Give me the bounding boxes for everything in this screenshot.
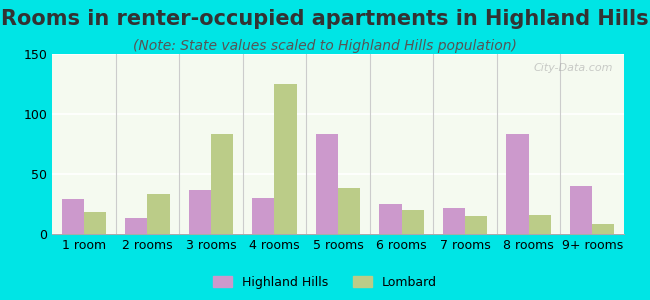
Bar: [252, 198, 274, 234]
Text: City-Data.com: City-Data.com: [533, 63, 612, 73]
Legend: Highland Hills, Lombard: Highland Hills, Lombard: [208, 271, 442, 294]
Bar: [62, 199, 84, 234]
Bar: [380, 204, 402, 234]
Bar: [402, 210, 424, 234]
Bar: [570, 186, 592, 234]
Bar: [338, 188, 360, 234]
Bar: [188, 190, 211, 234]
Bar: [125, 218, 148, 234]
Bar: [148, 194, 170, 234]
Text: (Note: State values scaled to Highland Hills population): (Note: State values scaled to Highland H…: [133, 39, 517, 53]
Bar: [528, 215, 551, 234]
Bar: [506, 134, 528, 234]
Bar: [211, 134, 233, 234]
Bar: [84, 212, 106, 234]
Bar: [465, 216, 488, 234]
Text: Rooms in renter-occupied apartments in Highland Hills: Rooms in renter-occupied apartments in H…: [1, 9, 649, 29]
Bar: [443, 208, 465, 234]
Bar: [592, 224, 614, 234]
Bar: [316, 134, 338, 234]
Bar: [274, 84, 296, 234]
